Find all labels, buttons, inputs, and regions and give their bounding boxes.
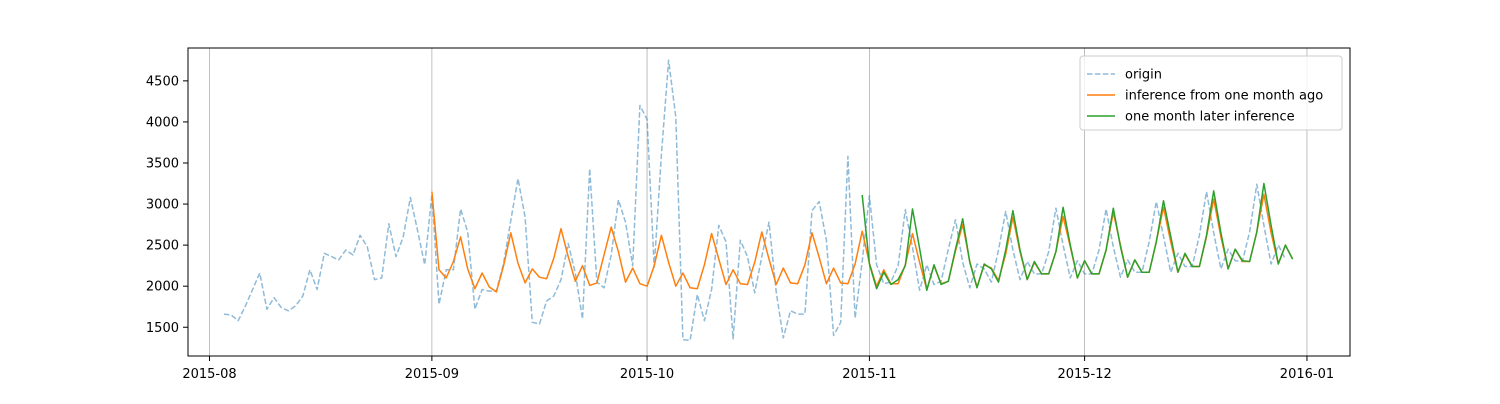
series-line-0: [223, 59, 1287, 342]
legend-entry: inference from one month ago: [1087, 89, 1323, 104]
y-axis: 1500 2000 2500 3000 3500 4000 4500: [146, 74, 188, 336]
y-tick-label: 4500: [146, 74, 179, 89]
legend-label: origin: [1125, 68, 1162, 83]
y-tick-label: 2000: [146, 280, 179, 295]
series-line-2: [861, 182, 1294, 292]
y-tick-label: 2500: [146, 239, 179, 254]
legend-entry: one month later inference: [1087, 110, 1295, 125]
x-tick-label: 2015-10: [620, 367, 674, 382]
legend-entry: origin: [1087, 68, 1162, 83]
y-tick-label: 3500: [146, 156, 179, 171]
x-tick-label: 2015-12: [1057, 367, 1111, 382]
legend-label: one month later inference: [1125, 110, 1295, 125]
y-tick-label: 4000: [146, 115, 179, 130]
legend-label: inference from one month ago: [1125, 89, 1323, 104]
x-axis: 2015-08 2015-09 2015-10 2015-11 2015-12 2016-…: [182, 356, 1334, 382]
legend: origin inference from one month ago one mo…: [1079, 55, 1343, 131]
y-tick-label: 1500: [146, 321, 179, 336]
x-tick-label: 2015-09: [405, 367, 459, 382]
x-tick-label: 2016-01: [1280, 367, 1334, 382]
y-tick-label: 3000: [146, 198, 179, 213]
x-tick-label: 2015-08: [182, 367, 236, 382]
plot-area-frame: [187, 47, 1351, 357]
series-lines: [223, 59, 1294, 342]
legend-box: [1079, 55, 1343, 131]
x-tick-label: 2015-11: [842, 367, 896, 382]
